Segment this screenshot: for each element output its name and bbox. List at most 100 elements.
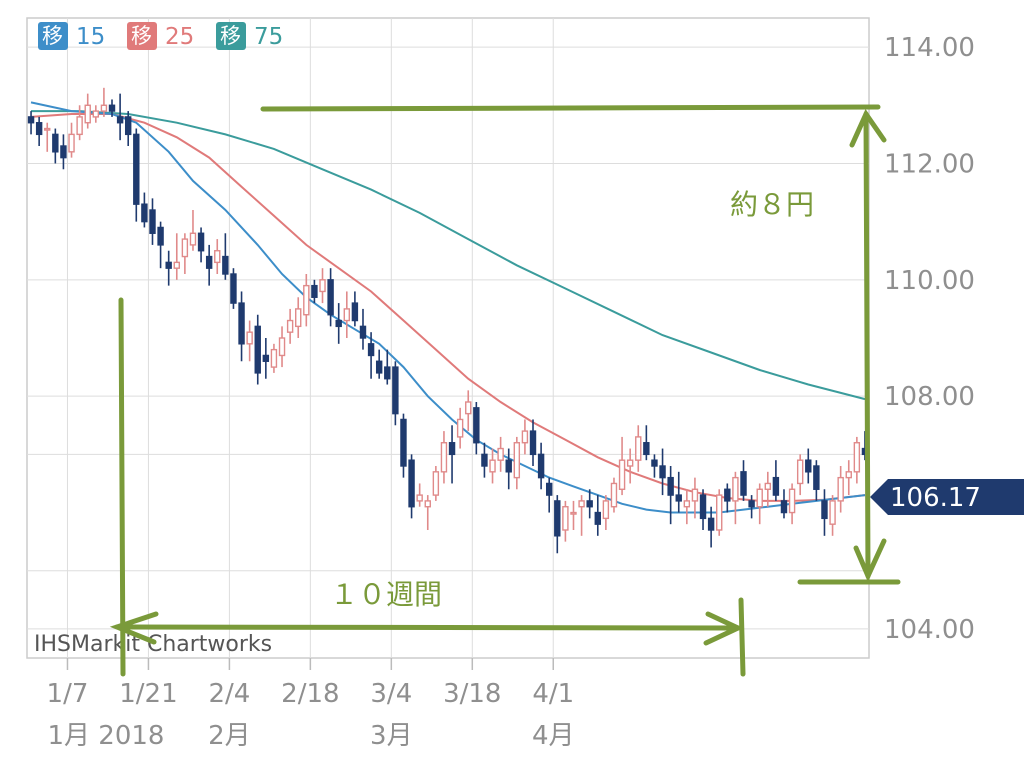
y-tick-label-0: 114.00 bbox=[884, 33, 975, 63]
candle-body-93 bbox=[780, 500, 788, 514]
candle-40 bbox=[351, 291, 359, 327]
candle-body-94 bbox=[788, 488, 796, 514]
candle-14 bbox=[141, 192, 148, 228]
x-tick-label-2: 2/4 bbox=[208, 679, 250, 709]
candle-body-14 bbox=[141, 203, 148, 223]
candle-68 bbox=[578, 495, 585, 536]
candle-89 bbox=[748, 495, 755, 519]
candle-body-59 bbox=[505, 459, 512, 473]
candle-50 bbox=[432, 466, 440, 501]
candle-4 bbox=[60, 134, 67, 170]
candle-25 bbox=[230, 268, 237, 309]
candle-body-67 bbox=[570, 511, 577, 515]
x-tick-label-6: 4/1 bbox=[532, 679, 574, 709]
candle-body-71 bbox=[602, 500, 610, 520]
candle-body-36 bbox=[319, 279, 326, 293]
candle-body-85 bbox=[716, 494, 723, 531]
candle-body-53 bbox=[456, 418, 464, 438]
candle-body-97 bbox=[813, 465, 820, 490]
candle-35 bbox=[311, 279, 318, 304]
candle-body-4 bbox=[60, 145, 67, 159]
candle-body-0 bbox=[27, 116, 35, 124]
candle-body-76 bbox=[643, 442, 650, 456]
candle-55 bbox=[473, 402, 480, 455]
candle-body-56 bbox=[481, 453, 488, 467]
x-axis: 1/7 1/21 2/4 2/18 3/4 3/18 4/1 1月 2018 2月 3月 4月 bbox=[47, 658, 575, 751]
candles bbox=[27, 87, 869, 554]
legend-box-15-label: 移 bbox=[42, 24, 63, 48]
candle-82 bbox=[691, 477, 699, 519]
candle-body-10 bbox=[108, 104, 116, 112]
candle-72 bbox=[610, 477, 618, 513]
candle-76 bbox=[643, 425, 650, 461]
candle-body-75 bbox=[635, 436, 642, 461]
candle-7 bbox=[84, 93, 91, 129]
candle-body-5 bbox=[68, 133, 75, 153]
candle-63 bbox=[537, 442, 545, 490]
candle-31 bbox=[278, 326, 286, 368]
candle-33 bbox=[295, 297, 302, 338]
candle-body-66 bbox=[562, 506, 569, 531]
candle-body-35 bbox=[311, 284, 318, 298]
candle-body-40 bbox=[351, 302, 359, 322]
candle-81 bbox=[683, 489, 691, 525]
annotations bbox=[109, 104, 901, 677]
legend-value-15: 15 bbox=[76, 24, 105, 50]
annotation-arrowhead-left bbox=[109, 611, 159, 645]
candle-74 bbox=[626, 448, 634, 484]
candle-body-37 bbox=[327, 279, 334, 316]
candle-body-69 bbox=[586, 500, 593, 508]
candle-65 bbox=[554, 495, 561, 554]
annotation-left-vertical bbox=[118, 297, 126, 677]
candle-19 bbox=[181, 233, 189, 274]
chart-credit: IHSMarkit Chartworks bbox=[34, 632, 272, 657]
candle-body-73 bbox=[618, 459, 626, 490]
candle-36 bbox=[319, 268, 326, 304]
candle-body-82 bbox=[691, 488, 699, 502]
plot-frame bbox=[26, 17, 870, 659]
gridlines bbox=[27, 18, 869, 658]
candle-56 bbox=[481, 442, 488, 478]
candle-body-57 bbox=[489, 459, 496, 473]
candle-26 bbox=[238, 291, 245, 362]
candle-41 bbox=[359, 308, 367, 350]
month-label-0: 1月 2018 bbox=[47, 721, 164, 751]
candle-16 bbox=[157, 221, 164, 269]
candle-91 bbox=[764, 471, 772, 507]
annotation-range-label: 約８円 bbox=[730, 188, 814, 221]
candle-body-27 bbox=[246, 331, 253, 345]
candle-90 bbox=[756, 483, 763, 525]
candle-body-3 bbox=[52, 133, 59, 153]
candle-12 bbox=[124, 111, 132, 146]
y-tick-label-3: 108.00 bbox=[884, 382, 975, 412]
candle-body-63 bbox=[537, 453, 545, 479]
candle-84 bbox=[707, 506, 715, 548]
candle-body-24 bbox=[222, 255, 229, 275]
x-tick-label-5: 3/18 bbox=[443, 679, 501, 709]
candle-9 bbox=[100, 87, 108, 117]
candle-73 bbox=[618, 436, 626, 496]
candle-38 bbox=[335, 303, 342, 344]
candle-5 bbox=[68, 122, 75, 158]
candle-body-17 bbox=[165, 261, 172, 269]
ma25-series bbox=[30, 113, 866, 502]
candle-100 bbox=[837, 466, 844, 513]
candle-18 bbox=[173, 233, 180, 280]
candle-67 bbox=[570, 500, 577, 530]
candle-0 bbox=[27, 111, 35, 135]
candle-83 bbox=[699, 489, 707, 530]
month-label-2: 3月 bbox=[370, 721, 413, 751]
candle-15 bbox=[149, 198, 156, 245]
candle-body-50 bbox=[432, 471, 440, 496]
candle-71 bbox=[602, 495, 610, 530]
candle-1 bbox=[35, 116, 43, 146]
ma75-line bbox=[31, 110, 866, 401]
candle-body-91 bbox=[764, 482, 772, 490]
candle-20 bbox=[189, 210, 197, 251]
candle-body-55 bbox=[473, 407, 480, 444]
candle-22 bbox=[205, 244, 213, 286]
annotation-arrowhead-right bbox=[703, 611, 744, 646]
candle-51 bbox=[440, 431, 448, 484]
legend-value-25: 25 bbox=[165, 24, 194, 50]
ma25-line bbox=[30, 113, 866, 502]
